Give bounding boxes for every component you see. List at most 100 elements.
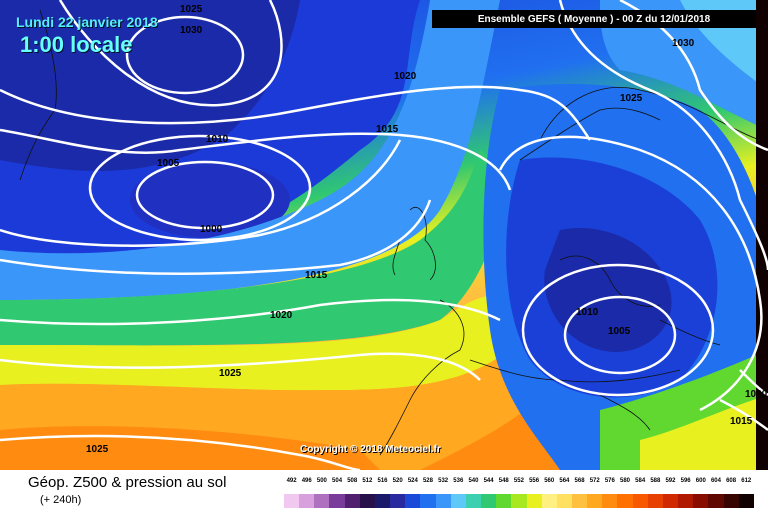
scale-value: 564: [559, 478, 570, 484]
scale-swatch: [541, 494, 557, 508]
forecast-time: 1:00 locale: [20, 32, 133, 57]
isobar-label: 1015: [730, 416, 753, 427]
scale-swatch: [405, 494, 421, 508]
isobar-1020-southeast: [739, 369, 768, 397]
isobar-label: 1015: [305, 270, 328, 281]
scale-value: 584: [635, 478, 646, 484]
scale-swatch: [571, 494, 588, 508]
scale-value: 540: [468, 478, 479, 484]
isobar-label: 1010: [576, 307, 599, 318]
isobar-labels: 1025 1030 1020 1015 1010 1005 1000 1015 …: [86, 4, 768, 455]
scale-value: 512: [362, 478, 373, 484]
scale-value: 576: [604, 478, 615, 484]
scale-value: 608: [726, 478, 737, 484]
scale-value: 600: [695, 478, 706, 484]
isobar-1000: [135, 160, 275, 230]
scale-value: 520: [392, 478, 403, 484]
isobar-1015-mid: [0, 199, 432, 275]
isobar-label: 1005: [157, 158, 180, 169]
forecast-date: Lundi 22 janvier 2018: [16, 14, 158, 30]
scale-swatch: [693, 494, 709, 508]
scale-value: 588: [650, 478, 661, 484]
scale-swatch: [284, 494, 300, 508]
isobar-label: 1000: [200, 224, 223, 235]
scale-value: 492: [286, 478, 297, 484]
isobar-1025-ne: [558, 0, 768, 271]
isobar-1015-southeast: [719, 398, 768, 431]
isobar-label: 1030: [180, 25, 203, 36]
scale-swatch: [481, 494, 497, 508]
scale-value: 596: [680, 478, 691, 484]
isobar-label: 1020: [394, 71, 417, 82]
isobar-1015: [0, 128, 512, 191]
scale-labels: 492 496 500 504 508 512 516 520 524 528 532 536 540 5…: [284, 478, 754, 488]
scale-swatch: [738, 494, 754, 508]
scale-swatch: [723, 494, 739, 508]
isobar-1030-nw: [125, 15, 245, 95]
scale-value: 508: [347, 478, 358, 484]
scale-swatch: [617, 494, 633, 508]
scale-value: 592: [665, 478, 676, 484]
scale-swatch: [496, 494, 512, 508]
isobar-label: 1030: [672, 38, 695, 49]
black-sea-coast: [659, 319, 721, 346]
scale-swatch: [632, 494, 648, 508]
scale-swatch: [662, 494, 679, 508]
scale-value: 580: [620, 478, 631, 484]
green-band: [0, 150, 510, 346]
scale-colors: [284, 494, 754, 508]
scale-swatch: [374, 494, 391, 508]
scale-swatch: [390, 494, 406, 508]
model-info-box: Ensemble GEFS ( Moyenne ) - 00 Z du 12/0…: [432, 10, 756, 28]
color-scale: 492 496 500 504 508 512 516 520 524 528 532 536 540 5…: [284, 478, 754, 508]
isobar-1020: [0, 85, 592, 141]
scale-value: 536: [453, 478, 464, 484]
isobar-1005-east: [563, 295, 677, 375]
scale-swatch: [647, 494, 663, 508]
scale-swatch: [708, 494, 724, 508]
mediterranean-coast: [469, 359, 681, 383]
scale-value: 524: [407, 478, 418, 484]
scale-value: 552: [513, 478, 524, 484]
copyright-text: Copyright © 2018 Meteociel.fr: [300, 444, 441, 455]
scale-swatch: [556, 494, 572, 508]
scale-value: 504: [332, 478, 343, 484]
uk-coast: [409, 207, 436, 281]
isobars: [0, 0, 768, 470]
isobar-1005: [88, 134, 312, 242]
isobar-label: 1025: [620, 93, 643, 104]
baltic-coast: [559, 255, 661, 307]
scale-value: 548: [498, 478, 509, 484]
scale-value: 556: [529, 478, 540, 484]
scale-value: 568: [574, 478, 585, 484]
scale-swatch: [435, 494, 451, 508]
isobar-1015-east: [498, 135, 763, 412]
right-edge: [756, 0, 768, 470]
scale-swatch: [602, 494, 618, 508]
isobar-label: 1015: [376, 124, 399, 135]
greece-coast: [599, 394, 651, 431]
scale-swatch: [678, 494, 694, 508]
scale-swatch: [329, 494, 345, 508]
isobar-label: 1025: [219, 368, 242, 379]
ireland-coast: [392, 239, 401, 276]
scale-swatch: [299, 494, 315, 508]
scale-swatch: [511, 494, 527, 508]
isobar-label: 1025: [180, 4, 203, 15]
scale-value: 572: [589, 478, 600, 484]
isobar-label: 1010: [206, 134, 229, 145]
map-svg: 1025 1030 1020 1015 1010 1005 1000 1015 …: [0, 0, 768, 470]
france-iberia-coast: [379, 299, 465, 456]
scale-swatch: [314, 494, 330, 508]
low-east-core: [544, 228, 672, 352]
isobar-1025-mid: [0, 352, 481, 381]
scale-swatch: [450, 494, 466, 508]
scale-swatch: [359, 494, 375, 508]
scale-swatch: [420, 494, 436, 508]
scale-value: 612: [741, 478, 752, 484]
scale-swatch: [587, 494, 603, 508]
isobar-1025-south: [0, 434, 361, 470]
cyan-band: [0, 0, 500, 300]
isobar-1010-east: [521, 263, 715, 397]
scale-value: 516: [377, 478, 388, 484]
